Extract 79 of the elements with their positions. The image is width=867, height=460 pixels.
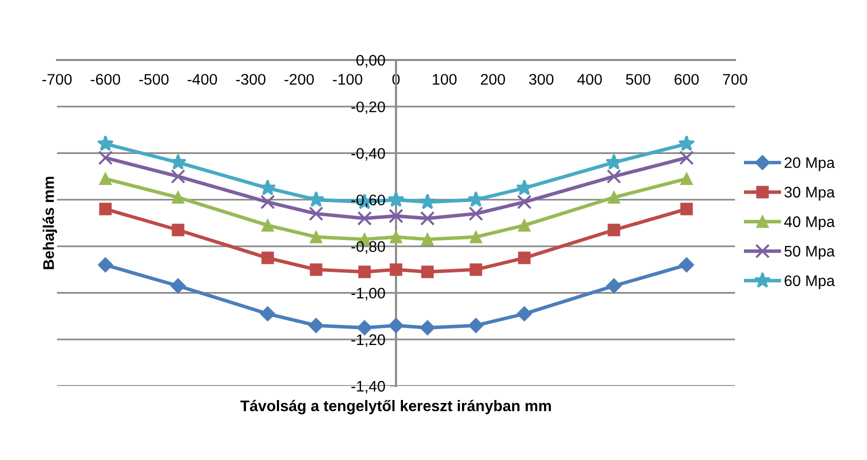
point — [680, 202, 693, 216]
point — [170, 278, 186, 294]
y-tick-label: -1,00 — [351, 288, 385, 300]
y-axis-title: Behajlás mm — [42, 176, 57, 270]
point — [357, 211, 372, 226]
point — [97, 135, 114, 152]
legend-label: 50 Mpa — [784, 246, 835, 260]
point — [679, 150, 694, 166]
point — [679, 257, 694, 272]
y-tick-label: -1,40 — [351, 380, 385, 394]
point — [420, 211, 435, 226]
x-tick-label: 500 — [626, 74, 650, 85]
x-tick-label: -100 — [332, 74, 362, 85]
point — [678, 135, 695, 152]
point — [172, 224, 184, 236]
point — [99, 172, 112, 186]
point — [358, 266, 371, 278]
point — [468, 191, 484, 207]
point — [390, 263, 402, 276]
x-tick-label: -300 — [236, 74, 266, 85]
point — [518, 219, 531, 232]
point — [608, 191, 620, 204]
point — [260, 194, 275, 210]
point — [260, 306, 276, 322]
y-tick-label: -1,20 — [351, 334, 385, 347]
point — [308, 191, 324, 207]
point — [356, 320, 372, 336]
y-tick-label: 0,00 — [356, 54, 385, 68]
point — [310, 230, 322, 244]
point — [421, 266, 434, 278]
x-tick-label: 200 — [480, 74, 506, 85]
legend-label: 20 Mpa — [784, 157, 835, 172]
point — [516, 306, 532, 322]
point — [388, 208, 404, 224]
x-tick-label: 400 — [577, 74, 602, 85]
point — [421, 233, 434, 246]
point — [517, 194, 532, 210]
x-tick-label: -600 — [90, 74, 120, 85]
x-tick-label: 600 — [674, 74, 699, 85]
point — [99, 202, 112, 216]
point — [308, 318, 324, 334]
point — [261, 219, 274, 232]
point — [308, 206, 324, 221]
y-tick-label: -0,80 — [351, 241, 385, 254]
point — [419, 193, 436, 210]
point — [606, 169, 622, 184]
point — [390, 230, 402, 244]
x-axis-title: Távolság a tengelytől kereszt irányban mm — [240, 400, 551, 414]
legend-label: 40 Mpa — [784, 216, 835, 230]
point — [420, 320, 436, 336]
point — [468, 206, 484, 221]
x-tick-label: -400 — [188, 74, 217, 85]
point — [388, 318, 404, 334]
point — [470, 230, 482, 244]
point — [468, 318, 484, 334]
point — [606, 278, 622, 294]
point — [518, 252, 531, 264]
point — [170, 169, 186, 184]
y-tick-label: -0,40 — [351, 148, 385, 161]
point — [680, 172, 693, 186]
x-tick-label: 300 — [529, 74, 554, 85]
x-tick-label: -700 — [42, 74, 72, 85]
point — [608, 224, 620, 236]
point — [98, 150, 113, 166]
x-tick-label: -500 — [139, 74, 169, 85]
point — [261, 252, 274, 264]
point — [388, 191, 404, 207]
point — [172, 191, 184, 204]
x-tick-label: 700 — [723, 74, 748, 85]
x-tick-label: 100 — [432, 74, 457, 85]
y-tick-label: -0,20 — [351, 101, 385, 114]
point — [606, 154, 622, 170]
legend-label: 30 Mpa — [784, 186, 835, 201]
point — [98, 257, 113, 272]
point — [310, 263, 322, 276]
x-tick-label: -200 — [284, 74, 314, 85]
point — [470, 263, 482, 276]
point — [170, 154, 186, 170]
legend-label: 60 Mpa — [784, 275, 835, 290]
